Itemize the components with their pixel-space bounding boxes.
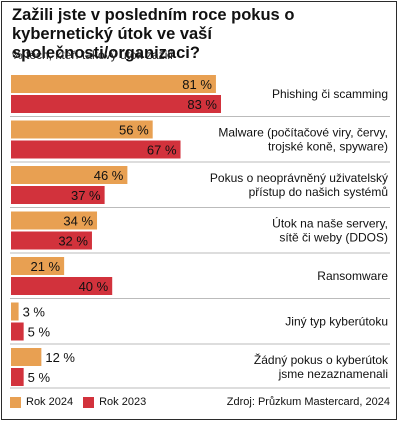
bar-value-label: 37 %	[71, 188, 101, 203]
bar-value-label: 83 %	[187, 97, 217, 112]
category-label: Žádný pokus o kyberútok	[254, 352, 389, 367]
legend-item-2024: Rok 2024	[10, 396, 73, 408]
source-note: Zdroj: Průzkum Mastercard, 2024	[226, 396, 390, 408]
bar-2024	[11, 302, 19, 321]
bar-value-label: 5 %	[28, 370, 51, 385]
chart-subtitle: % těch, kteří takový útok zažili	[12, 48, 173, 62]
bar-2023	[11, 186, 105, 204]
legend-swatch-2023	[83, 396, 95, 408]
category-label: jsme nezaznamenali	[278, 367, 388, 381]
bar-value-label: 40 %	[79, 279, 109, 294]
bar-2024	[11, 348, 42, 366]
bar-2023	[11, 368, 24, 386]
bar-2023	[11, 322, 24, 341]
legend-item-2023: Rok 2023	[83, 396, 146, 408]
bar-value-label: 34 %	[63, 214, 93, 229]
bar-2023	[11, 140, 181, 159]
bar-value-label: 5 %	[28, 325, 51, 340]
bar-value-label: 32 %	[58, 234, 88, 249]
bar-2023	[11, 231, 92, 250]
category-label: sítě či weby (DDOS)	[279, 231, 388, 245]
bar-2024	[11, 75, 216, 93]
bar-2024	[11, 257, 65, 275]
bar-value-label: 67 %	[147, 143, 177, 158]
bar-value-label: 81 %	[182, 77, 212, 92]
bar-value-label: 56 %	[119, 123, 149, 138]
legend-label-2023: Rok 2023	[99, 396, 147, 408]
category-label: Ransomware	[317, 269, 388, 283]
category-label: Útok na naše servery,	[272, 216, 388, 231]
bar-value-label: 21 %	[30, 259, 60, 274]
category-label: Phishing či scamming	[272, 87, 388, 101]
category-label: Malware (počítačové viry, červy,	[218, 126, 388, 140]
category-label: Pokus o neoprávněný uživatelský	[210, 171, 388, 185]
legend-label-2024: Rok 2024	[26, 396, 74, 408]
bar-value-label: 46 %	[94, 168, 124, 183]
bar-2023	[11, 95, 221, 113]
category-label: přístup do našich systémů	[249, 185, 388, 199]
bar-2024	[11, 211, 98, 230]
bar-2023	[11, 277, 113, 295]
chart-title: Zažili jste v posledním roce pokus o kyb…	[12, 6, 295, 62]
category-label: trojské koně, spyware)	[268, 140, 388, 154]
category-label: Jiný typ kyberútoku	[285, 315, 388, 329]
bar-value-label: 3 %	[23, 305, 46, 320]
bar-2024	[11, 120, 153, 139]
legend-swatch-2024	[10, 396, 21, 408]
bar-value-label: 12 %	[45, 350, 75, 365]
bar-2024	[11, 166, 128, 184]
legend: Rok 2024 Rok 2023	[10, 396, 156, 408]
